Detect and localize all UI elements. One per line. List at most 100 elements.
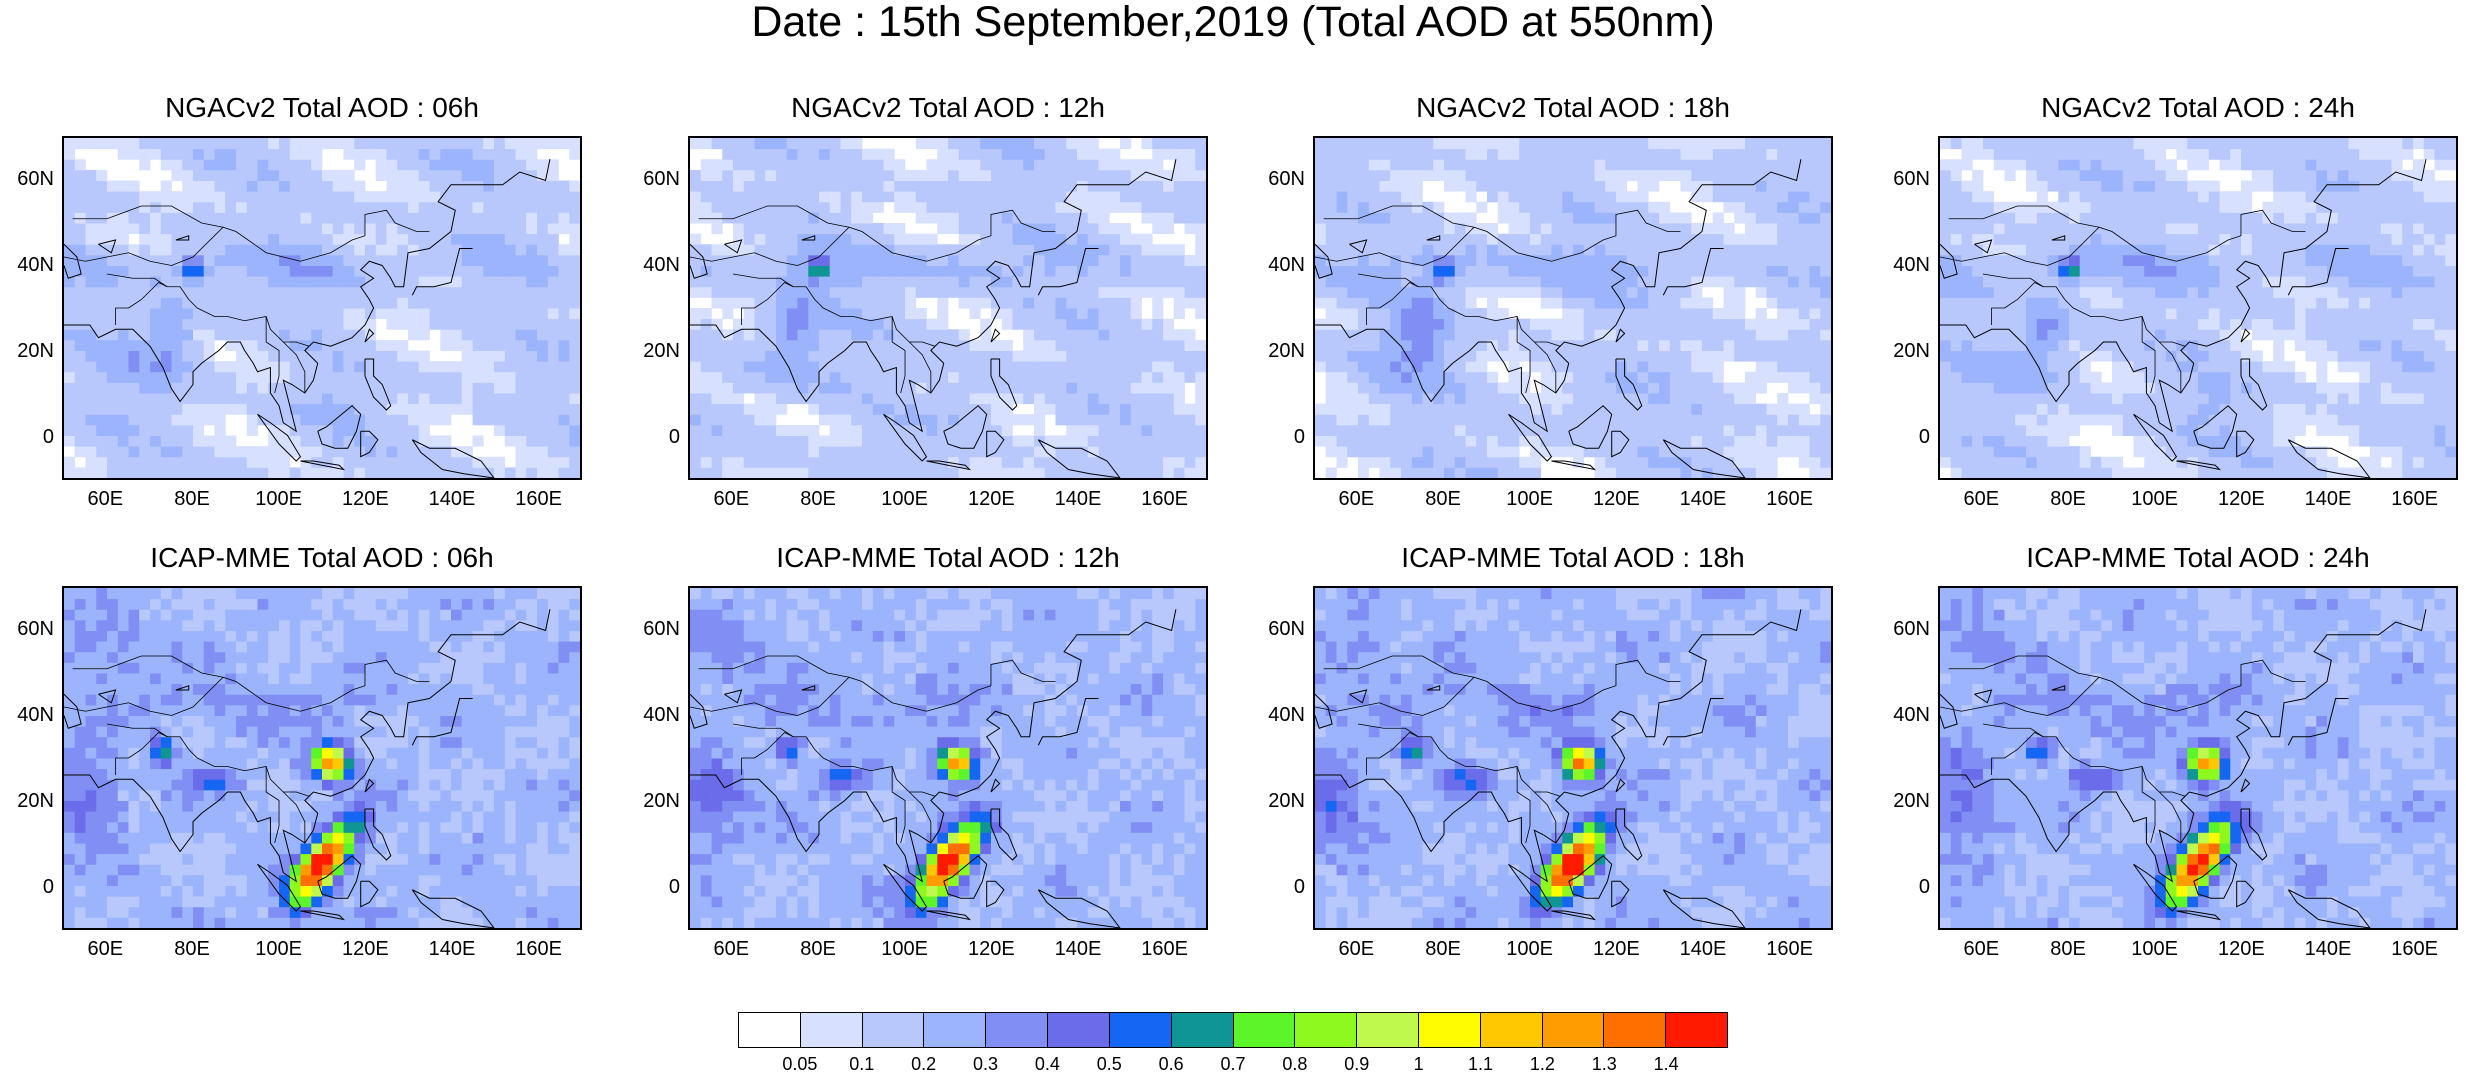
panel-title: NGACv2 Total AOD : 24h: [1938, 93, 2458, 123]
aod-map: [1313, 136, 1833, 480]
lon-tick-label: 80E: [2033, 488, 2103, 510]
lon-tick-label: 160E: [1130, 488, 1200, 510]
colorbar-swatch: [1234, 1013, 1296, 1047]
panel-title: ICAP-MME Total AOD : 24h: [1938, 543, 2458, 573]
aod-map: [62, 586, 582, 930]
lat-tick-label: 0: [4, 876, 54, 898]
lon-tick-label: 60E: [70, 488, 140, 510]
lat-tick-label: 40N: [1880, 704, 1930, 726]
colorbar-swatch: [986, 1013, 1048, 1047]
colorbar-label: 0.7: [1203, 1054, 1263, 1074]
colorbar-label: 0.9: [1327, 1054, 1387, 1074]
colorbar-swatch: [1419, 1013, 1481, 1047]
lon-tick-label: 100E: [244, 488, 314, 510]
lon-tick-label: 60E: [1321, 488, 1391, 510]
lon-tick-label: 100E: [1495, 488, 1565, 510]
lat-tick-label: 40N: [1880, 254, 1930, 276]
panel-title: ICAP-MME Total AOD : 18h: [1313, 543, 1833, 573]
aod-map: [1938, 586, 2458, 930]
colorbar-swatch: [1481, 1013, 1543, 1047]
lon-tick-label: 120E: [330, 488, 400, 510]
lat-tick-label: 0: [1255, 426, 1305, 448]
lon-tick-label: 120E: [2206, 488, 2276, 510]
colorbar-swatch: [801, 1013, 863, 1047]
lat-tick-label: 40N: [1255, 704, 1305, 726]
lat-tick-label: 20N: [630, 340, 680, 362]
colorbar-label: 0.6: [1141, 1054, 1201, 1074]
lon-tick-label: 80E: [1408, 938, 1478, 960]
lat-tick-label: 60N: [1880, 618, 1930, 640]
lon-tick-label: 120E: [1581, 938, 1651, 960]
lat-tick-label: 60N: [4, 618, 54, 640]
aod-field: [64, 588, 580, 928]
lat-tick-label: 20N: [4, 790, 54, 812]
colorbar-swatch: [863, 1013, 925, 1047]
aod-map: [688, 136, 1208, 480]
lon-tick-label: 140E: [1668, 938, 1738, 960]
lon-tick-label: 100E: [1495, 938, 1565, 960]
lat-tick-label: 20N: [4, 340, 54, 362]
lon-tick-label: 100E: [870, 938, 940, 960]
colorbar-label: 0.1: [832, 1054, 892, 1074]
colorbar-swatch: [1048, 1013, 1110, 1047]
lon-tick-label: 60E: [696, 938, 766, 960]
colorbar-swatch: [1295, 1013, 1357, 1047]
panel-title: ICAP-MME Total AOD : 12h: [688, 543, 1208, 573]
lat-tick-label: 60N: [1880, 168, 1930, 190]
lat-tick-label: 60N: [630, 168, 680, 190]
colorbar-swatch: [924, 1013, 986, 1047]
lon-tick-label: 140E: [2293, 488, 2363, 510]
lon-tick-label: 160E: [504, 938, 574, 960]
lon-tick-label: 140E: [1668, 488, 1738, 510]
lon-tick-label: 120E: [956, 488, 1026, 510]
lon-tick-label: 140E: [417, 488, 487, 510]
lon-tick-label: 140E: [1043, 938, 1113, 960]
aod-field: [1315, 138, 1831, 478]
lat-tick-label: 20N: [1255, 340, 1305, 362]
panel-title: NGACv2 Total AOD : 12h: [688, 93, 1208, 123]
lat-tick-label: 40N: [630, 254, 680, 276]
colorbar-swatch: [1110, 1013, 1172, 1047]
lat-tick-label: 60N: [1255, 618, 1305, 640]
lon-tick-label: 120E: [1581, 488, 1651, 510]
lon-tick-label: 100E: [2120, 488, 2190, 510]
colorbar-swatch: [1604, 1013, 1666, 1047]
lat-tick-label: 60N: [630, 618, 680, 640]
lon-tick-label: 160E: [1755, 938, 1825, 960]
lon-tick-label: 60E: [70, 938, 140, 960]
aod-field: [690, 138, 1206, 478]
lon-tick-label: 80E: [157, 938, 227, 960]
lat-tick-label: 0: [630, 426, 680, 448]
colorbar-swatch: [1543, 1013, 1605, 1047]
colorbar-label: 0.2: [894, 1054, 954, 1074]
aod-field: [690, 588, 1206, 928]
lon-tick-label: 160E: [504, 488, 574, 510]
colorbar: [738, 1012, 1728, 1048]
lon-tick-label: 60E: [1946, 938, 2016, 960]
lon-tick-label: 140E: [417, 938, 487, 960]
lat-tick-label: 20N: [630, 790, 680, 812]
lon-tick-label: 120E: [330, 938, 400, 960]
lon-tick-label: 80E: [783, 488, 853, 510]
colorbar-label: 0.4: [1017, 1054, 1077, 1074]
colorbar-label: 0.5: [1079, 1054, 1139, 1074]
lon-tick-label: 100E: [2120, 938, 2190, 960]
lon-tick-label: 160E: [1755, 488, 1825, 510]
aod-field: [1940, 588, 2456, 928]
lon-tick-label: 160E: [1130, 938, 1200, 960]
lon-tick-label: 80E: [1408, 488, 1478, 510]
panel-title: NGACv2 Total AOD : 06h: [62, 93, 582, 123]
lat-tick-label: 40N: [1255, 254, 1305, 276]
lon-tick-label: 160E: [2380, 938, 2450, 960]
lat-tick-label: 20N: [1255, 790, 1305, 812]
lat-tick-label: 40N: [630, 704, 680, 726]
lat-tick-label: 60N: [1255, 168, 1305, 190]
colorbar-swatch: [1357, 1013, 1419, 1047]
colorbar-label: 1.2: [1512, 1054, 1572, 1074]
lat-tick-label: 0: [1880, 426, 1930, 448]
aod-field: [1940, 138, 2456, 478]
colorbar-label: 1.1: [1451, 1054, 1511, 1074]
lat-tick-label: 0: [4, 426, 54, 448]
lat-tick-label: 60N: [4, 168, 54, 190]
aod-field: [1315, 588, 1831, 928]
